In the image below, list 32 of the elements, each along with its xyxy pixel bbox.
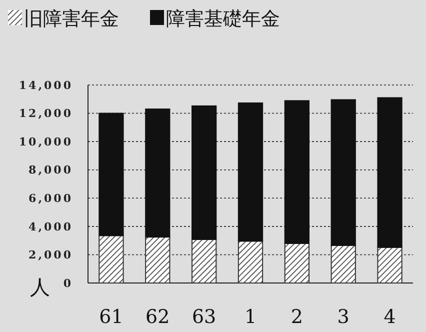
bar — [330, 244, 356, 284]
x-tick-label: 2 — [290, 306, 303, 328]
bar — [192, 238, 217, 284]
bar — [330, 99, 356, 246]
bar — [145, 108, 170, 238]
legend-label: 旧障害年金 — [24, 8, 119, 30]
y-tick-label: 0 — [63, 276, 73, 290]
y-tick-label: 14,000 — [18, 78, 73, 92]
bar — [192, 105, 217, 240]
bar — [238, 102, 264, 242]
y-tick-label: 10,000 — [18, 135, 73, 148]
y-tick-label: 4,000 — [28, 220, 73, 234]
bar — [284, 242, 310, 284]
y-tick-label: 6,000 — [28, 192, 73, 205]
x-tick-label: 62 — [146, 306, 170, 328]
y-axis-title: 人 — [30, 275, 50, 299]
bar — [284, 100, 310, 244]
y-tick-label: 12,000 — [18, 107, 73, 120]
bar — [377, 246, 402, 284]
bar — [145, 236, 170, 284]
x-tick-label: 4 — [384, 306, 396, 328]
x-tick-label: 63 — [192, 306, 216, 328]
x-tick-label: 3 — [337, 306, 350, 328]
bar — [238, 240, 264, 284]
bar — [377, 97, 402, 248]
legend-label: 障害基礎年金 — [166, 8, 280, 30]
y-tick-label: 2,000 — [28, 248, 73, 262]
bar — [98, 112, 124, 236]
x-tick-label: 1 — [244, 306, 257, 328]
bar — [98, 235, 124, 284]
x-tick-label: 61 — [99, 306, 124, 328]
y-tick-label: 8,000 — [28, 164, 73, 177]
